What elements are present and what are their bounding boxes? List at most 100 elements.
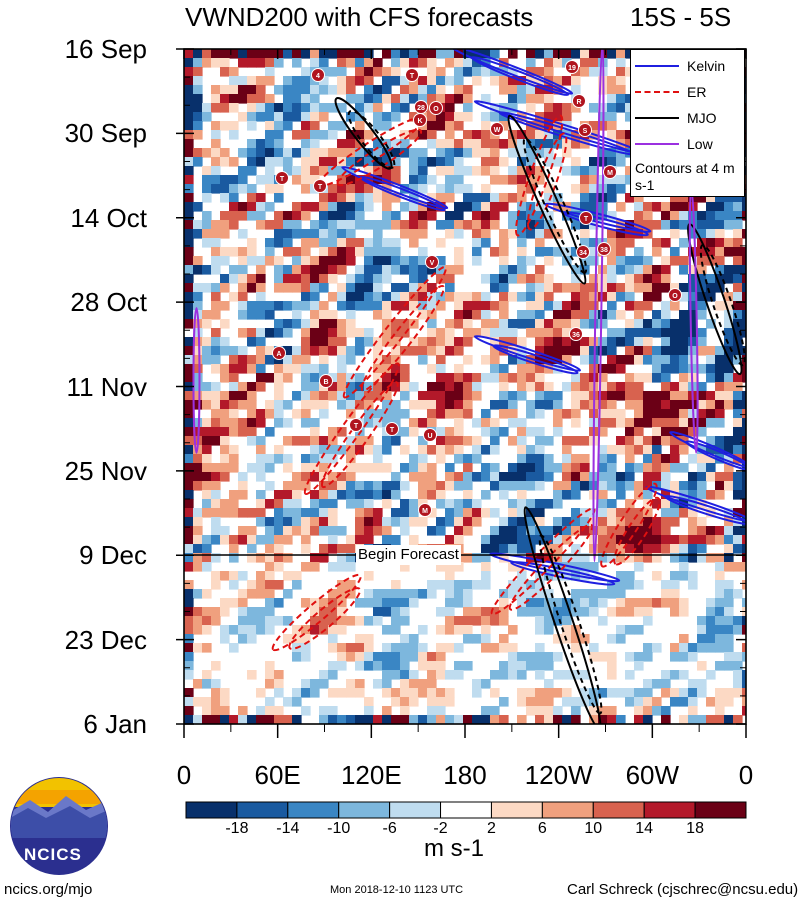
field-cell [373, 301, 383, 311]
field-cell [679, 283, 689, 293]
storm-marker: M [418, 503, 432, 517]
field-cell [517, 499, 527, 509]
field-cell [472, 418, 482, 428]
field-cell [517, 202, 527, 212]
field-cell [625, 67, 635, 77]
field-cell [418, 337, 428, 347]
field-cell [454, 112, 464, 122]
field-cell [328, 148, 338, 158]
field-cell [265, 427, 275, 437]
field-cell [391, 283, 401, 293]
field-cell [616, 85, 626, 95]
field-cell [517, 652, 527, 662]
field-cell [580, 670, 590, 680]
field-cell [418, 94, 428, 104]
field-cell [697, 616, 707, 626]
field-cell [229, 715, 239, 724]
field-cell [481, 571, 491, 581]
field-cell [274, 508, 284, 518]
field-cell [319, 247, 329, 257]
field-cell [517, 175, 527, 185]
field-cell [643, 643, 653, 653]
field-cell [310, 463, 320, 473]
field-cell [625, 346, 635, 356]
field-cell [445, 607, 455, 617]
field-cell [544, 67, 554, 77]
field-cell [571, 706, 581, 716]
field-cell [184, 391, 194, 401]
field-cell [256, 328, 266, 338]
field-cell [229, 103, 239, 113]
field-cell [724, 526, 734, 536]
field-cell [463, 49, 473, 59]
field-cell [454, 625, 464, 635]
field-cell [436, 697, 446, 707]
field-cell [346, 301, 356, 311]
field-cell [706, 346, 716, 356]
field-cell [184, 148, 194, 158]
field-cell [229, 427, 239, 437]
field-cell [517, 436, 527, 446]
field-cell [598, 508, 608, 518]
field-cell [292, 481, 302, 491]
field-cell [454, 229, 464, 239]
field-cell [301, 706, 311, 716]
field-cell [598, 463, 608, 473]
field-cell [238, 616, 248, 626]
field-cell [607, 454, 617, 464]
field-cell [535, 166, 545, 176]
field-cell [445, 598, 455, 608]
field-cell [310, 382, 320, 392]
field-cell [607, 661, 617, 671]
field-cell [508, 337, 518, 347]
field-cell [364, 508, 374, 518]
field-cell [697, 256, 707, 266]
field-cell [292, 580, 302, 590]
field-cell [364, 400, 374, 410]
field-cell [301, 121, 311, 131]
field-cell [616, 256, 626, 266]
field-cell [247, 634, 257, 644]
field-cell [517, 526, 527, 536]
field-cell [274, 544, 284, 554]
field-cell [220, 409, 230, 419]
field-cell [553, 283, 563, 293]
field-cell [211, 238, 221, 248]
field-cell [697, 301, 707, 311]
storm-marker: T [349, 418, 363, 432]
field-cell [256, 445, 266, 455]
field-cell [571, 373, 581, 383]
field-cell [526, 139, 536, 149]
colorbar [185, 801, 747, 819]
field-cell [625, 472, 635, 482]
field-cell [382, 706, 392, 716]
field-cell [535, 310, 545, 320]
field-cell [670, 499, 680, 509]
field-cell [688, 301, 698, 311]
field-cell [463, 58, 473, 68]
field-cell [688, 310, 698, 320]
field-cell [202, 355, 212, 365]
field-cell [184, 517, 194, 527]
field-cell [355, 400, 365, 410]
field-cell [337, 652, 347, 662]
y-tick-label: 23 Dec [64, 624, 147, 655]
field-cell [328, 382, 338, 392]
field-cell [400, 283, 410, 293]
field-cell [382, 265, 392, 275]
field-cell [409, 202, 419, 212]
field-cell [409, 634, 419, 644]
field-cell [634, 445, 644, 455]
field-cell [310, 508, 320, 518]
field-cell [535, 598, 545, 608]
field-cell [211, 355, 221, 365]
storm-marker: S [578, 123, 592, 137]
field-cell [625, 517, 635, 527]
field-cell [553, 535, 563, 545]
field-cell [643, 445, 653, 455]
field-cell [715, 409, 725, 419]
field-cell [607, 193, 617, 203]
field-cell [400, 445, 410, 455]
field-cell [346, 553, 356, 563]
field-cell [310, 319, 320, 329]
